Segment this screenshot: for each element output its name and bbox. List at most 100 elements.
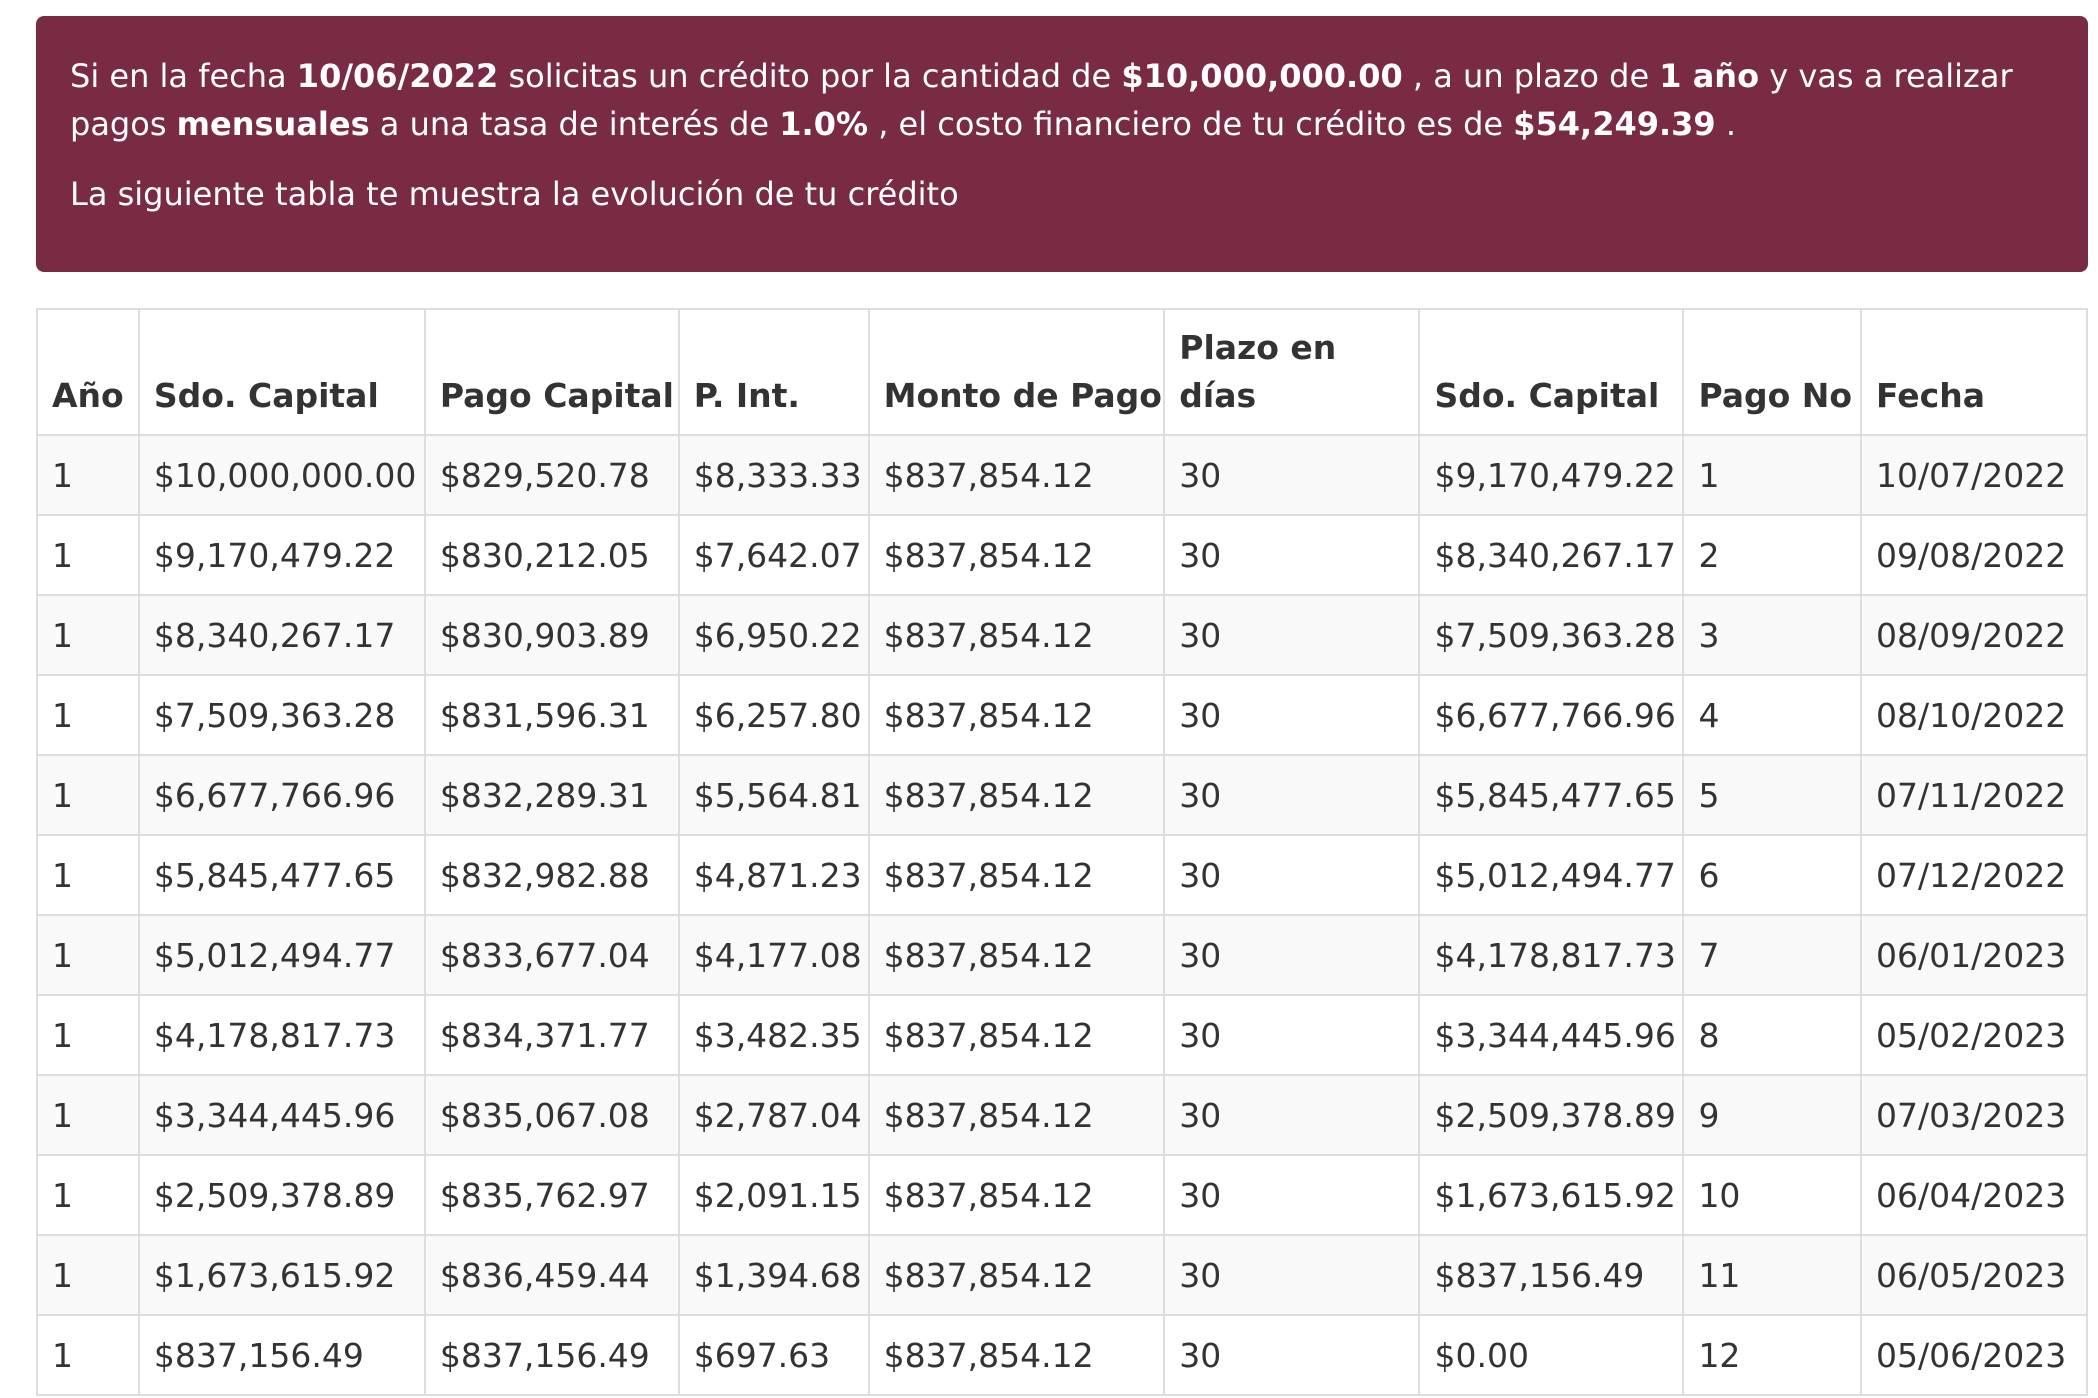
cell-capital-payment: $830,903.89 [423, 594, 680, 676]
cell-capital-payment: $833,677.04 [423, 914, 680, 996]
cell-term-days: 30 [1163, 1154, 1421, 1236]
cell-interest-payment: $3,482.35 [677, 994, 870, 1076]
cell-remaining-balance: $8,340,267.17 [1418, 514, 1685, 596]
cell-remaining-balance: $1,673,615.92 [1418, 1154, 1685, 1236]
cell-interest-payment: $8,333.33 [677, 434, 870, 516]
cell-payment-number: 11 [1682, 1234, 1863, 1316]
cell-year: 1 [36, 674, 140, 756]
cell-capital-balance: $2,509,378.89 [137, 1154, 426, 1236]
table-row: 1 $9,170,479.22 $830,212.05 $7,642.07 $837,8… [36, 514, 2088, 596]
cell-capital-balance: $7,509,363.28 [137, 674, 426, 756]
cell-year: 1 [36, 1234, 140, 1316]
table-row: 1 $5,845,477.65 $832,982.88 $4,871.23 $837,8… [36, 834, 2088, 916]
credit-amount: $10,000,000.00 [1121, 57, 1403, 95]
cell-payment-number: 6 [1682, 834, 1863, 916]
table-row: 1 $7,509,363.28 $831,596.31 $6,257.80 $837,8… [36, 674, 2088, 756]
cell-payment-amount: $837,854.12 [867, 1234, 1166, 1316]
table-row: 1 $837,156.49 $837,156.49 $697.63 $837,854.1… [36, 1314, 2088, 1396]
cell-term-days: 30 [1163, 594, 1421, 676]
cell-capital-balance: $9,170,479.22 [137, 514, 426, 596]
cell-capital-balance: $837,156.49 [137, 1314, 426, 1396]
header-year: Año [36, 308, 140, 436]
cell-capital-payment: $830,212.05 [423, 514, 680, 596]
cell-payment-number: 3 [1682, 594, 1863, 676]
cell-date: 08/09/2022 [1860, 594, 2088, 676]
cell-capital-balance: $1,673,615.92 [137, 1234, 426, 1316]
cell-date: 07/11/2022 [1860, 754, 2088, 836]
cell-date: 10/07/2022 [1860, 434, 2088, 516]
header-term-days: Plazo en días [1163, 308, 1421, 436]
summary-text-part: Si en la fecha [70, 57, 297, 95]
cell-date: 05/06/2023 [1860, 1314, 2088, 1396]
cell-capital-balance: $6,677,766.96 [137, 754, 426, 836]
cell-year: 1 [36, 994, 140, 1076]
header-capital-balance: Sdo. Capital [137, 308, 426, 436]
cell-capital-balance: $4,178,817.73 [137, 994, 426, 1076]
table-body: 1 $10,000,000.00 $829,520.78 $8,333.33 $837,… [36, 434, 2088, 1396]
cell-term-days: 30 [1163, 1234, 1421, 1316]
table-header: Año Sdo. Capital Pago Capital P. Int. Monto … [36, 308, 2088, 436]
table-row: 1 $10,000,000.00 $829,520.78 $8,333.33 $837,… [36, 434, 2088, 516]
cell-date: 06/05/2023 [1860, 1234, 2088, 1316]
table-row: 1 $2,509,378.89 $835,762.97 $2,091.15 $837,8… [36, 1154, 2088, 1236]
cell-capital-balance: $10,000,000.00 [137, 434, 426, 516]
cell-interest-payment: $1,394.68 [677, 1234, 870, 1316]
cell-year: 1 [36, 754, 140, 836]
cell-capital-balance: $3,344,445.96 [137, 1074, 426, 1156]
cell-term-days: 30 [1163, 754, 1421, 836]
summary-text-part: y vas a realizar pagos [70, 57, 2013, 143]
cell-payment-amount: $837,854.12 [867, 1154, 1166, 1236]
cell-year: 1 [36, 434, 140, 516]
cell-interest-payment: $6,257.80 [677, 674, 870, 756]
cell-remaining-balance: $4,178,817.73 [1418, 914, 1685, 996]
cell-remaining-balance: $9,170,479.22 [1418, 434, 1685, 516]
interest-rate: 1.0% [779, 105, 869, 143]
header-date: Fecha [1860, 308, 2088, 436]
cell-payment-amount: $837,854.12 [867, 1314, 1166, 1396]
cell-date: 07/03/2023 [1860, 1074, 2088, 1156]
cell-interest-payment: $697.63 [677, 1314, 870, 1396]
cell-date: 07/12/2022 [1860, 834, 2088, 916]
cell-interest-payment: $4,871.23 [677, 834, 870, 916]
cell-capital-payment: $832,289.31 [423, 754, 680, 836]
table-row: 1 $3,344,445.96 $835,067.08 $2,787.04 $837,8… [36, 1074, 2088, 1156]
cell-term-days: 30 [1163, 514, 1421, 596]
table-intro-text: La siguiente tabla te muestra la evoluci… [70, 175, 959, 213]
cell-capital-payment: $836,459.44 [423, 1234, 680, 1316]
summary-text-part: , el costo financiero de tu crédito es d… [868, 105, 1514, 143]
cell-interest-payment: $5,564.81 [677, 754, 870, 836]
cell-year: 1 [36, 914, 140, 996]
cell-capital-payment: $835,762.97 [423, 1154, 680, 1236]
cell-payment-number: 5 [1682, 754, 1863, 836]
header-remaining-balance: Sdo. Capital [1418, 308, 1685, 436]
amortization-table: Año Sdo. Capital Pago Capital P. Int. Monto … [36, 308, 2088, 1396]
cell-year: 1 [36, 1074, 140, 1156]
cell-interest-payment: $2,787.04 [677, 1074, 870, 1156]
cell-payment-amount: $837,854.12 [867, 914, 1166, 996]
cell-remaining-balance: $0.00 [1418, 1314, 1685, 1396]
cell-date: 06/04/2023 [1860, 1154, 2088, 1236]
cell-year: 1 [36, 1154, 140, 1236]
table-row: 1 $6,677,766.96 $832,289.31 $5,564.81 $837,8… [36, 754, 2088, 836]
cell-term-days: 30 [1163, 1314, 1421, 1396]
table-row: 1 $5,012,494.77 $833,677.04 $4,177.08 $837,8… [36, 914, 2088, 996]
cell-capital-balance: $8,340,267.17 [137, 594, 426, 676]
cell-interest-payment: $2,091.15 [677, 1154, 870, 1236]
cell-interest-payment: $7,642.07 [677, 514, 870, 596]
cell-remaining-balance: $6,677,766.96 [1418, 674, 1685, 756]
table-row: 1 $8,340,267.17 $830,903.89 $6,950.22 $837,8… [36, 594, 2088, 676]
cell-remaining-balance: $837,156.49 [1418, 1234, 1685, 1316]
cell-remaining-balance: $3,344,445.96 [1418, 994, 1685, 1076]
cell-term-days: 30 [1163, 434, 1421, 516]
cell-payment-number: 12 [1682, 1314, 1863, 1396]
cell-payment-number: 4 [1682, 674, 1863, 756]
cell-capital-payment: $835,067.08 [423, 1074, 680, 1156]
cell-year: 1 [36, 1314, 140, 1396]
credit-summary-text: Si en la fecha 10/06/2022 solicitas un c… [70, 52, 2054, 148]
cell-payment-amount: $837,854.12 [867, 1074, 1166, 1156]
cell-interest-payment: $6,950.22 [677, 594, 870, 676]
header-capital-payment: Pago Capital [423, 308, 680, 436]
cell-date: 06/01/2023 [1860, 914, 2088, 996]
header-payment-amount: Monto de Pago [867, 308, 1166, 436]
cell-interest-payment: $4,177.08 [677, 914, 870, 996]
